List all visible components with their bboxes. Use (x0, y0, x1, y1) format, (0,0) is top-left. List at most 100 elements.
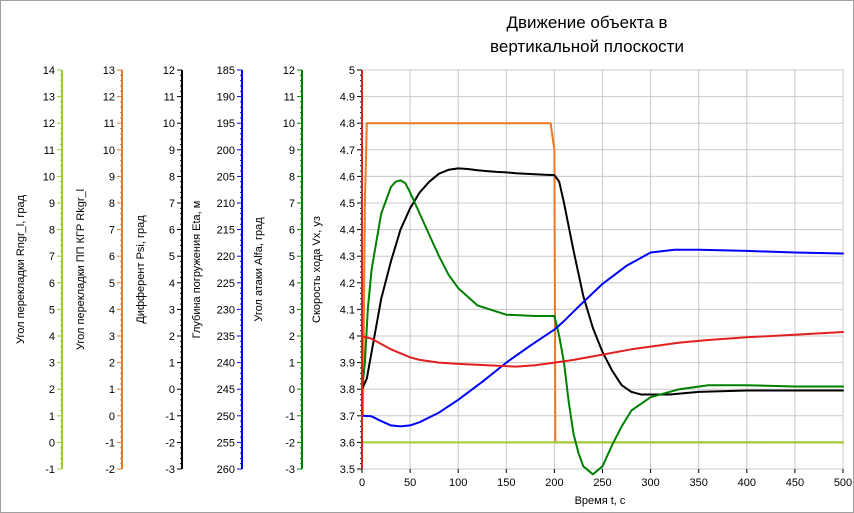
y-tick-label: -1 (45, 464, 55, 476)
x-tick-label: 400 (738, 477, 756, 489)
y-tick-label: 2 (289, 331, 295, 343)
y-tick-label: 6 (289, 225, 295, 237)
x-tick-label: 350 (690, 477, 708, 489)
y-tick-label: 5 (289, 251, 295, 263)
y-tick-label: 0 (169, 384, 175, 396)
y-tick-label: 4.9 (340, 92, 355, 104)
y-tick-label: 1 (289, 358, 295, 370)
y-tick-label: 1 (109, 384, 115, 396)
series (361, 70, 844, 476)
y-tick-label: 195 (217, 118, 235, 130)
series-line-alfa (361, 179, 844, 476)
y-tick-label: 3 (289, 304, 295, 316)
y-tick-label: 3 (169, 304, 175, 316)
x-tick-label: 450 (786, 477, 804, 489)
series-line-psi (361, 167, 844, 396)
y-tick-label: 4.3 (340, 251, 355, 263)
y-tick-label: 4.4 (340, 225, 355, 237)
y-tick-label: 4.5 (340, 198, 355, 210)
y-tick-label: 185 (217, 65, 235, 77)
chart-title-line1: Движение объекта в (506, 13, 667, 32)
chart-title-line2: вертикальной плоскости (490, 37, 684, 56)
x-axis-label: Время t, с (575, 495, 626, 507)
y-axis-label-rkgr: Угол перекладки ПП КГР Rkgr_l (75, 189, 87, 350)
y-axis-label-psi: Дифферент Psi, град (135, 215, 147, 324)
y-tick-label: 6 (109, 251, 115, 263)
y-tick-label: 215 (217, 225, 235, 237)
y-tick-label: 2 (49, 384, 55, 396)
x-tick-label: 150 (497, 477, 515, 489)
x-tick-label: 50 (404, 477, 416, 489)
y-tick-label: 4.8 (340, 118, 355, 130)
y-tick-label: 7 (169, 198, 175, 210)
y-tick-label: 9 (49, 198, 55, 210)
y-tick-label: 3 (49, 358, 55, 370)
y-tick-label: 4.1 (340, 304, 355, 316)
y-tick-label: 235 (217, 331, 235, 343)
y-tick-label: 5 (169, 251, 175, 263)
y-tick-label: 5 (109, 278, 115, 290)
y-tick-label: 7 (109, 225, 115, 237)
y-tick-label: 11 (44, 145, 55, 157)
y-tick-label: 1 (169, 358, 175, 370)
y-tick-label: 8 (169, 171, 175, 183)
axes: 0 50 100 150 200 250 300 350 400 450 500-101234567… (15, 65, 852, 489)
y-axis-label-eta: Глубина погружения Eta, м (191, 201, 203, 339)
y-axis-label-rngr: Угол перекладки Rngr_l, град (15, 194, 27, 344)
y-tick-label: 8 (109, 198, 115, 210)
y-tick-label: 4 (289, 278, 295, 290)
x-tick-label: 300 (641, 477, 659, 489)
y-tick-label: 3 (109, 331, 115, 343)
y-tick-label: 12 (163, 65, 175, 77)
y-tick-label: -3 (165, 464, 175, 476)
y-tick-label: 10 (43, 171, 55, 183)
y-tick-label: 240 (217, 358, 235, 370)
y-tick-label: 220 (217, 251, 235, 263)
y-tick-label: 7 (289, 198, 295, 210)
y-tick-label: 210 (217, 198, 235, 210)
x-tick-label: 250 (593, 477, 611, 489)
y-tick-label: 12 (103, 92, 115, 104)
y-tick-label: 13 (43, 92, 55, 104)
x-tick-label: 500 (834, 477, 852, 489)
y-tick-label: 4.7 (340, 145, 355, 157)
y-tick-label: -2 (285, 437, 295, 449)
y-tick-label: 11 (284, 92, 295, 104)
y-tick-label: 5 (49, 304, 55, 316)
y-tick-label: 12 (43, 118, 55, 130)
y-tick-label: 10 (283, 118, 295, 130)
y-tick-label: 6 (49, 278, 55, 290)
y-axis-label-alfa: Угол атаки Alfa, град (253, 217, 265, 322)
y-tick-label: 245 (217, 384, 235, 396)
y-tick-label: 2 (109, 358, 115, 370)
y-tick-label: 190 (217, 92, 235, 104)
y-tick-label: 250 (217, 411, 235, 423)
x-tick-label: 200 (545, 477, 563, 489)
y-tick-label: 4 (109, 304, 115, 316)
y-tick-label: 12 (283, 65, 295, 77)
y-tick-label: 9 (109, 171, 115, 183)
x-tick-label: 100 (449, 477, 467, 489)
y-tick-label: -2 (105, 464, 115, 476)
y-tick-label: 14 (43, 65, 55, 77)
y-tick-label: 6 (169, 225, 175, 237)
y-tick-label: 4.6 (340, 171, 355, 183)
y-tick-label: 7 (49, 251, 55, 263)
y-tick-label: -1 (105, 437, 115, 449)
y-tick-label: 4.2 (340, 278, 355, 290)
y-tick-label: 4 (349, 331, 355, 343)
x-tick-label: 0 (359, 477, 365, 489)
y-tick-label: 8 (289, 171, 295, 183)
y-axis-label-vx: Скорость хода Vx, уз (311, 216, 323, 323)
y-tick-label: 3.7 (340, 411, 355, 423)
y-tick-label: 1 (49, 411, 55, 423)
y-tick-label: 0 (49, 437, 55, 449)
y-tick-label: -1 (165, 411, 175, 423)
y-tick-label: 205 (217, 171, 235, 183)
y-tick-label: 8 (49, 225, 55, 237)
y-tick-label: 200 (217, 145, 235, 157)
